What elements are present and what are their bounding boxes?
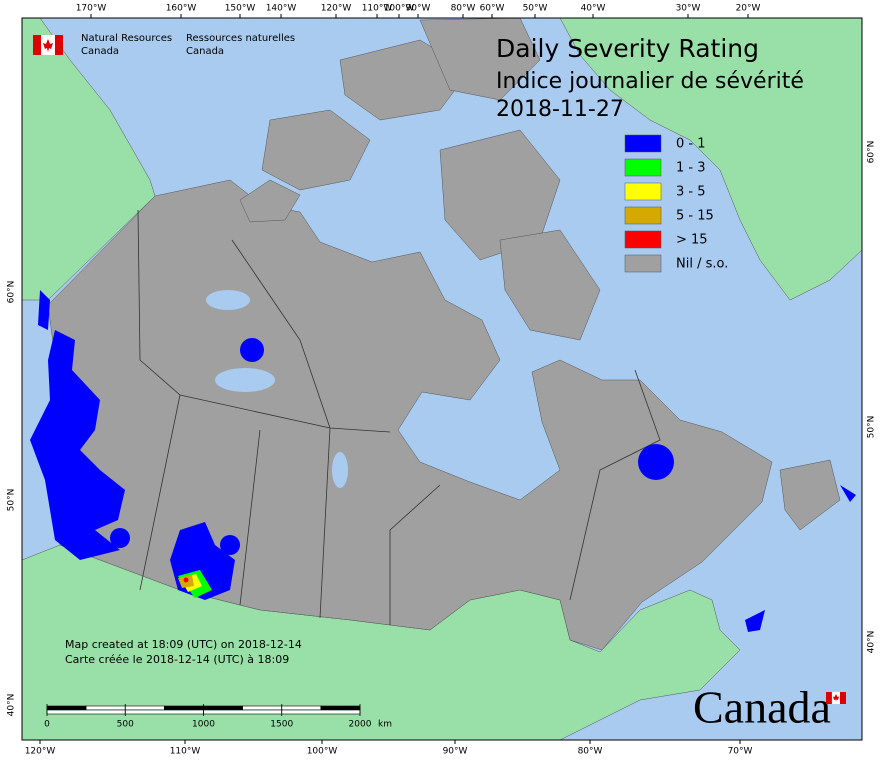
dynamic: 0 - 1 1 - 3 3 - 5 5 - 15 > 15 Nil / s.o. 170°W…	[7, 4, 877, 757]
legend-label: > 15	[676, 233, 708, 248]
wordmark: Canada	[693, 682, 831, 733]
legend-swatch	[624, 158, 662, 177]
legend-label: 1 - 3	[676, 161, 706, 176]
legend-label: 0 - 1	[676, 137, 706, 152]
severity-area	[183, 577, 189, 583]
legend-label: 3 - 5	[676, 185, 706, 200]
note: Map created at 18:09 (UTC) on 2018-12-14	[65, 638, 302, 651]
scale-segment	[242, 705, 283, 711]
scale-segment	[124, 705, 165, 711]
scale-label: 2000	[349, 720, 372, 730]
graticule-label: 40°N	[867, 631, 877, 654]
severity-area	[840, 485, 856, 502]
border	[239, 429, 261, 606]
graticule-label: 80°W	[578, 747, 603, 757]
graticule-label: 100°W	[307, 747, 338, 757]
legend-swatch	[624, 206, 662, 225]
severity-area	[38, 290, 50, 330]
graticule-label: 160°W	[166, 4, 197, 14]
lake	[332, 452, 348, 488]
severity-area	[240, 338, 264, 362]
island	[239, 179, 301, 223]
graticule-label: 60°W	[480, 4, 505, 14]
severity-area	[745, 610, 765, 632]
scale-label: 500	[117, 720, 134, 730]
scale-segment	[164, 705, 204, 711]
graticule-label: 70°W	[728, 747, 753, 757]
note: Carte créée le 2018-12-14 (UTC) à 18:09	[65, 653, 289, 666]
graticule-label: 90°W	[406, 4, 431, 14]
map-frame	[21, 17, 863, 741]
scale-segment	[46, 709, 126, 715]
date: 2018-11-27	[496, 97, 624, 122]
scale-segment	[203, 705, 243, 711]
scale-label: 1500	[270, 720, 293, 730]
border	[569, 369, 661, 601]
graticule-label: 60°N	[7, 281, 17, 304]
wordmark-flag	[826, 691, 846, 705]
severity-area	[30, 330, 125, 560]
graticule-label: 20°W	[736, 4, 761, 14]
scale-segment	[203, 709, 283, 715]
graticule-label: 90°W	[443, 747, 468, 757]
map-body	[22, 18, 862, 740]
severity-area	[110, 528, 130, 548]
graticule-label: 110°W	[362, 4, 393, 14]
legend-swatch	[624, 182, 662, 201]
severity-area	[220, 535, 240, 555]
lake	[215, 368, 275, 392]
graticule-label: 100°W	[384, 4, 415, 14]
graticule-label: 50°N	[867, 416, 877, 439]
legend-label: Nil / s.o.	[676, 257, 728, 272]
border	[389, 484, 441, 625]
scale-label: 0	[44, 720, 50, 730]
scale-segment	[85, 705, 126, 711]
graticule-label: 60°N	[867, 141, 877, 164]
greenland	[559, 18, 862, 301]
logo-text: Canada	[81, 46, 119, 57]
scale-segment	[46, 705, 87, 711]
graticule-label: 110°W	[170, 747, 201, 757]
scale-segment	[281, 709, 361, 715]
legend-swatch	[624, 134, 662, 153]
border	[137, 209, 181, 591]
legend-swatch	[624, 230, 662, 249]
scale-segment	[320, 705, 361, 711]
severity-area	[638, 444, 674, 480]
border	[319, 427, 331, 619]
legend-swatch	[624, 254, 662, 273]
graticule-label: 120°W	[321, 4, 352, 14]
logo-text: Canada	[186, 46, 224, 57]
logo-text: Natural Resources	[81, 33, 172, 44]
graticule-label: 40°N	[7, 694, 17, 717]
legend-label: 5 - 15	[676, 209, 714, 224]
nrcan-logo	[33, 35, 63, 55]
graticule-label: 140°W	[266, 4, 297, 14]
graticule-label: 50°N	[7, 489, 17, 512]
scale-segment	[124, 709, 204, 715]
island	[261, 109, 371, 191]
graticule-label: 40°W	[581, 4, 606, 14]
border	[231, 239, 331, 429]
scale-segment	[281, 705, 322, 711]
graticule-label: 50°W	[523, 4, 548, 14]
lake	[206, 290, 250, 310]
graticule-label: 170°W	[76, 4, 107, 14]
logo-text: Ressources naturelles	[186, 33, 295, 44]
title: Daily Severity Rating	[496, 34, 759, 63]
graticule-label: 30°W	[676, 4, 701, 14]
scale-label: 1000	[192, 720, 215, 730]
island	[499, 229, 601, 341]
alaska	[22, 18, 156, 301]
newfoundland	[779, 459, 841, 531]
scale-unit: km	[378, 720, 392, 730]
title: Indice journalier de sévérité	[496, 69, 804, 94]
graticule-label: 80°W	[451, 4, 476, 14]
graticule-label: 150°W	[225, 4, 256, 14]
graticule-label: 120°W	[25, 747, 56, 757]
